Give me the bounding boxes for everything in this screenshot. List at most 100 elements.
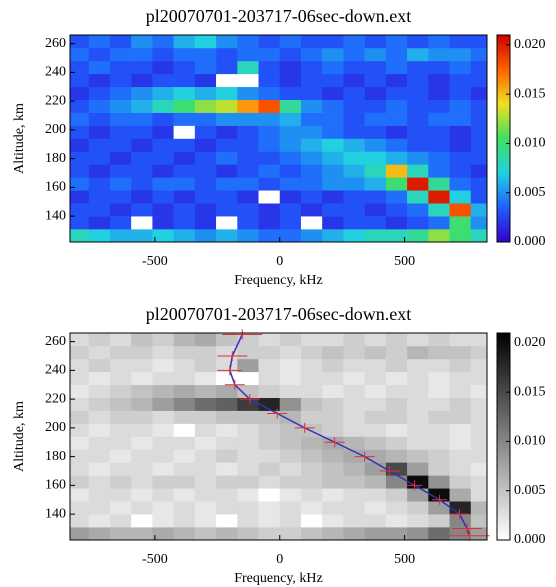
- heatmap-cell: [88, 86, 111, 100]
- heatmap-cell: [131, 35, 153, 49]
- heatmap-cell: [428, 475, 450, 489]
- heatmap-cell: [216, 190, 238, 204]
- heatmap-cell: [428, 501, 450, 515]
- heatmap-cell: [173, 436, 196, 450]
- heatmap-cell: [470, 177, 487, 191]
- heatmap-cell: [300, 488, 323, 502]
- heatmap-cell: [364, 358, 387, 373]
- y-tick-label: 180: [45, 449, 66, 464]
- heatmap-cell: [70, 475, 90, 489]
- heatmap-cell: [173, 449, 196, 463]
- heatmap-cell: [407, 371, 429, 386]
- heatmap-cell: [70, 501, 90, 515]
- heatmap-cell: [470, 47, 487, 62]
- heatmap-cell: [385, 99, 408, 113]
- heatmap-cell: [343, 216, 365, 230]
- heatmap-cell: [449, 35, 472, 49]
- heatmap-cell: [364, 229, 387, 242]
- heatmap-cell: [470, 112, 487, 126]
- heatmap-cell: [109, 475, 132, 489]
- heatmap-cell: [407, 333, 429, 347]
- heatmap-cell: [258, 216, 281, 230]
- heatmap-cell: [279, 35, 302, 49]
- heatmap-cell: [152, 190, 174, 204]
- heatmap-cell: [279, 358, 302, 373]
- heatmap-cell: [173, 73, 196, 88]
- heatmap-cell: [300, 410, 323, 424]
- heatmap-cell: [194, 410, 217, 424]
- heatmap-cell: [364, 345, 387, 360]
- heatmap-cell: [109, 462, 132, 476]
- heatmap-cell: [322, 371, 344, 386]
- heatmap-cell: [343, 488, 365, 502]
- heatmap-cell: [407, 436, 429, 450]
- heatmap-cell: [173, 410, 196, 424]
- heatmap-cell: [88, 73, 111, 88]
- heatmap-cell: [131, 384, 153, 398]
- heatmap-cell: [88, 112, 111, 126]
- heatmap-cell: [322, 345, 344, 360]
- heatmap-cell: [279, 488, 302, 502]
- heatmap-cell: [428, 333, 450, 347]
- heatmap-cell: [428, 35, 450, 49]
- y-axis-label: Altitude, km: [12, 401, 27, 472]
- heatmap-cell: [258, 151, 281, 165]
- heatmap-cell: [279, 73, 302, 88]
- heatmap-cell: [194, 125, 217, 139]
- heatmap-cell: [70, 216, 90, 230]
- heatmap-cell: [194, 423, 217, 437]
- heatmap-cell: [343, 371, 365, 386]
- y-tick-label: 200: [45, 420, 66, 435]
- heatmap-cell: [470, 423, 487, 437]
- heatmap-cell: [385, 436, 408, 450]
- heatmap-cell: [109, 514, 132, 528]
- heatmap-cell: [385, 358, 408, 373]
- heatmap-cell: [385, 138, 408, 152]
- heatmap-cell: [449, 138, 472, 152]
- heatmap-cell: [70, 333, 90, 347]
- heatmap-cell: [70, 125, 90, 139]
- heatmap-cell: [343, 138, 365, 152]
- heatmap-cell: [70, 527, 90, 540]
- heatmap-cell: [407, 190, 429, 204]
- x-tick-label: 0: [276, 254, 283, 269]
- heatmap-cell: [428, 514, 450, 528]
- chart-title: pl20070701-203717-06sec-down.ext: [146, 304, 411, 324]
- heatmap-cell: [109, 371, 132, 386]
- heatmap-cell: [194, 345, 217, 360]
- heatmap-cell: [237, 203, 259, 217]
- y-tick-label: 240: [45, 65, 66, 80]
- heatmap-cell: [470, 371, 487, 386]
- heatmap-cell: [258, 177, 281, 191]
- y-tick-label: 240: [45, 363, 66, 378]
- heatmap-cell: [152, 60, 174, 75]
- heatmap-cell: [385, 60, 408, 75]
- heatmap-cell: [109, 99, 132, 113]
- chart-title: pl20070701-203717-06sec-down.ext: [146, 6, 411, 26]
- heatmap-cell: [428, 358, 450, 373]
- heatmap-cell: [258, 203, 281, 217]
- y-tick-label: 180: [45, 151, 66, 166]
- heatmap-cell: [343, 125, 365, 139]
- heatmap-cell: [300, 501, 323, 515]
- heatmap-cell: [109, 151, 132, 165]
- heatmap-cell: [237, 138, 259, 152]
- heatmap-cell: [322, 358, 344, 373]
- heatmap-cell: [109, 35, 132, 49]
- heatmap-cell: [449, 60, 472, 75]
- x-tick-label: 500: [394, 552, 415, 567]
- heatmap-cell: [258, 138, 281, 152]
- heatmap-cell: [279, 371, 302, 386]
- heatmap-cell: [70, 99, 90, 113]
- heatmap-cell: [109, 423, 132, 437]
- heatmap-cell: [237, 527, 259, 540]
- heatmap-cell: [385, 345, 408, 360]
- heatmap-cell: [173, 177, 196, 191]
- heatmap-cell: [109, 229, 132, 242]
- heatmap-cell: [258, 164, 281, 178]
- heatmap-cell: [470, 436, 487, 450]
- heatmap-cell: [449, 333, 472, 347]
- heatmap-cell: [279, 177, 302, 191]
- heatmap-cell: [258, 35, 281, 49]
- heatmap-cell: [407, 112, 429, 126]
